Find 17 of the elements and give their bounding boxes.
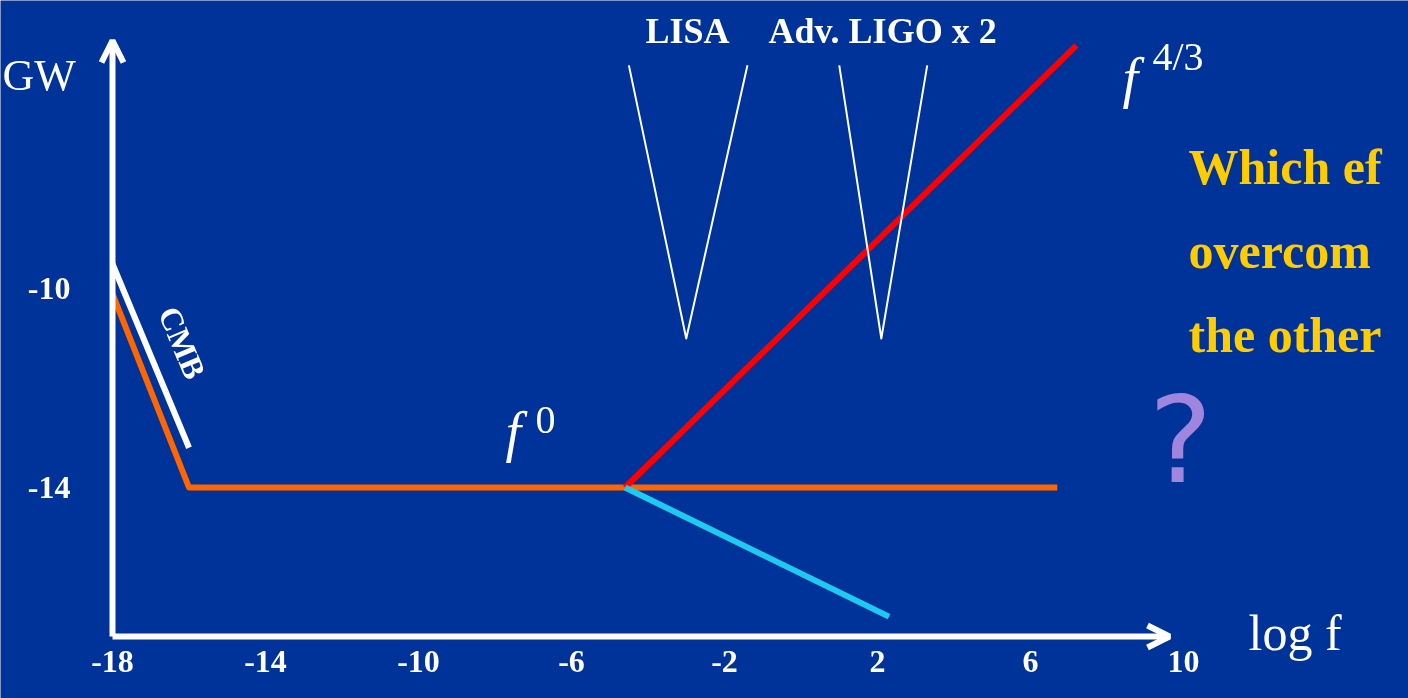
text: CMB [151,301,214,385]
x-tick-label: -18 [91,642,134,679]
annotation: f0 [505,396,556,463]
x-tick-label: -6 [558,642,585,679]
x-axis-title: log f [1248,604,1342,661]
x-tick-label: 6 [1022,642,1039,679]
x-tick-label: -14 [244,642,287,679]
x-tick-label: -10 [397,642,440,679]
series-label: Adv. LIGO x 2 [768,11,997,52]
x-tick-label: 10 [1167,642,1200,679]
x-tick-label: -2 [711,642,738,679]
x-tick-label: 2 [869,642,886,679]
text: Which ef overcom the other [1188,138,1383,363]
annotation: ? [1148,371,1213,510]
y-axis-title: GW [2,51,77,100]
annotation: f4/3 [1122,33,1204,109]
series-label: LISA [645,11,730,52]
